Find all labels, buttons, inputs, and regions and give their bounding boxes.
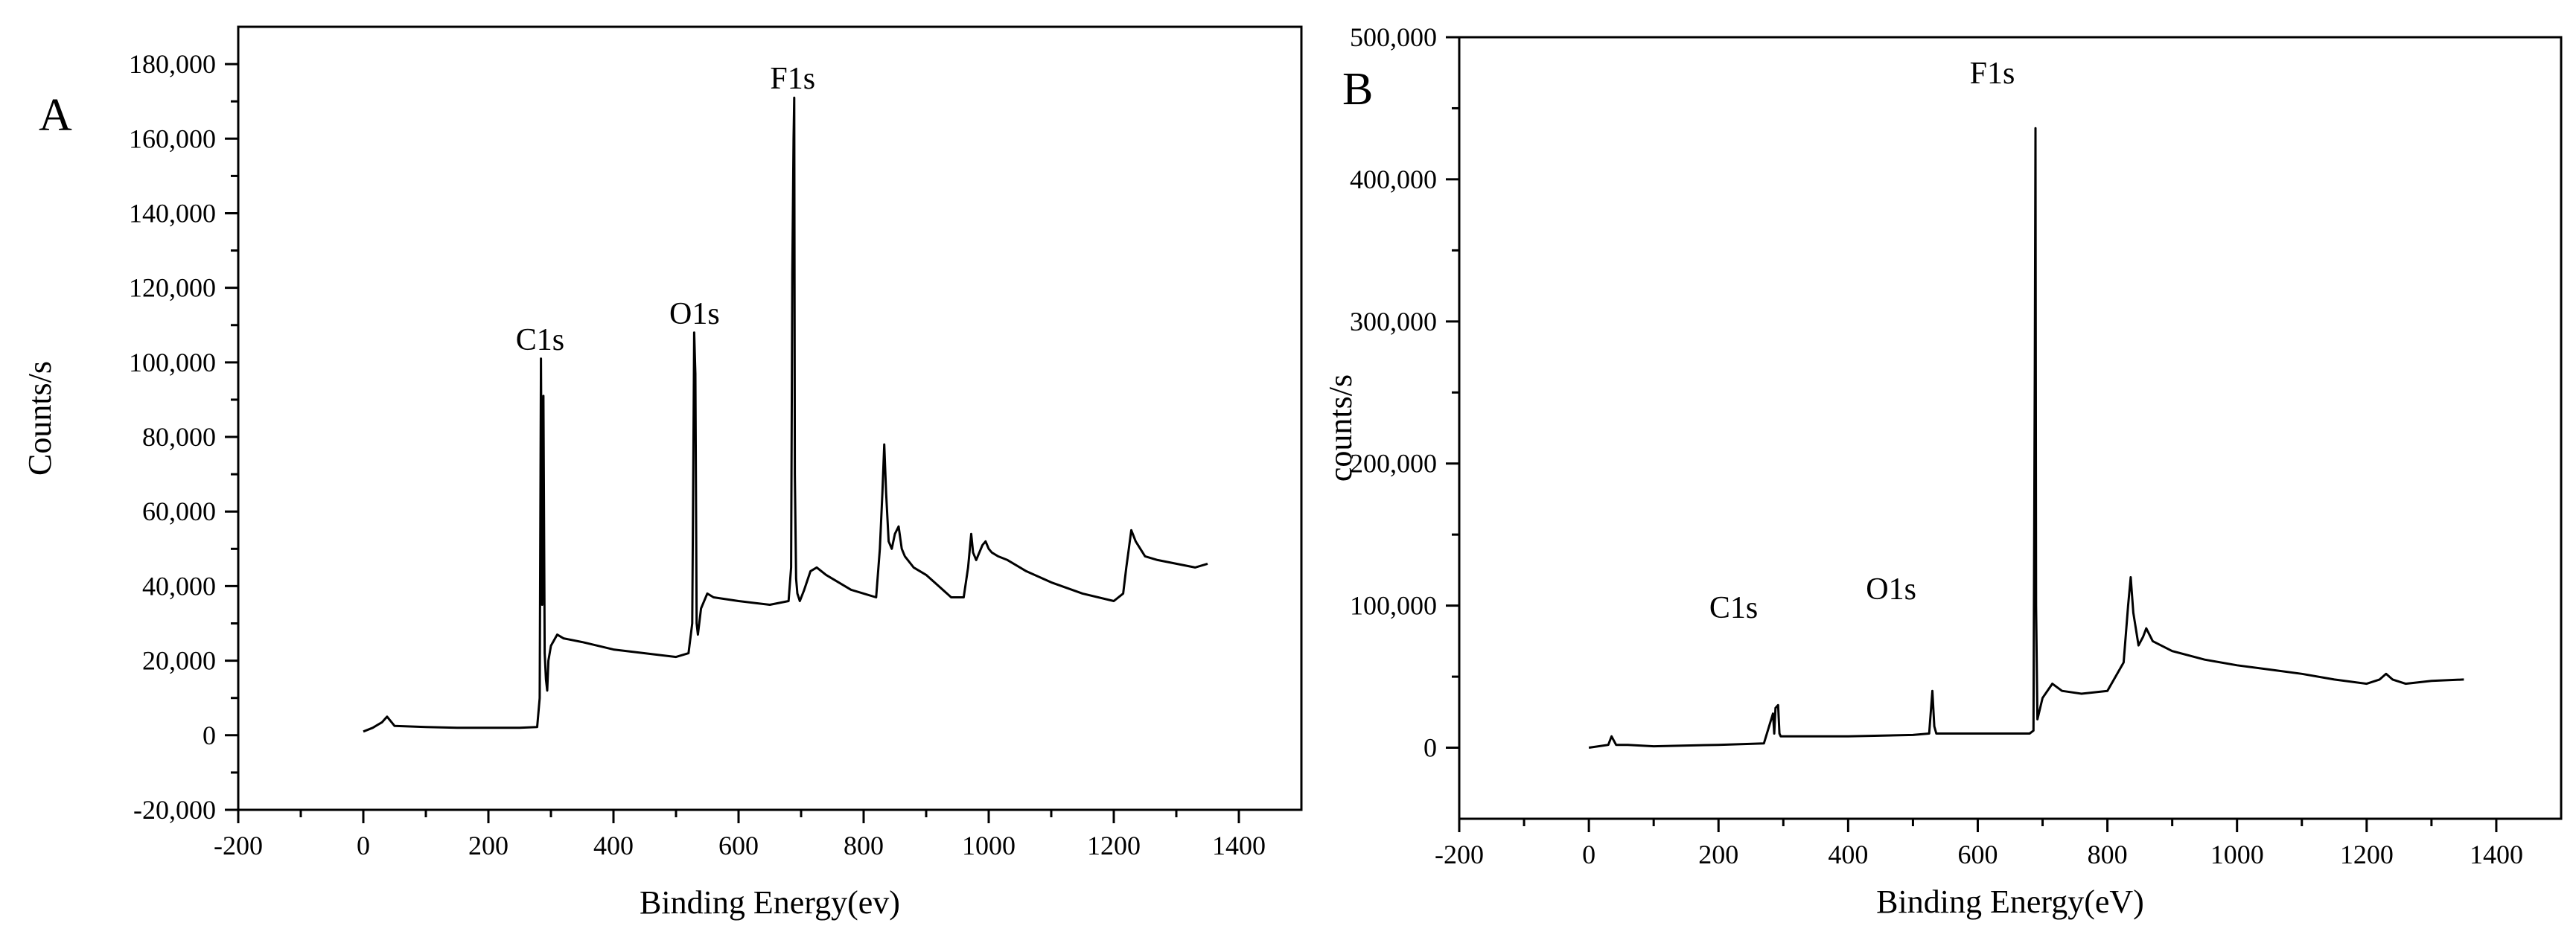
y-tick-label: 60,000 bbox=[142, 496, 216, 526]
y-tick-label: 160,000 bbox=[129, 124, 216, 153]
x-tick-label: 1000 bbox=[962, 831, 1016, 860]
x-tick-label: 1400 bbox=[1212, 831, 1266, 860]
x-tick-label: 600 bbox=[1957, 840, 1998, 869]
x-tick-label: 400 bbox=[593, 831, 634, 860]
x-tick-label: 1400 bbox=[2470, 840, 2523, 869]
y-tick-label: 100,000 bbox=[1350, 591, 1437, 621]
y-tick-label: 100,000 bbox=[129, 348, 216, 377]
y-axis-title: Counts/s bbox=[22, 361, 58, 476]
spectrum-line bbox=[1588, 127, 2464, 749]
y-tick-label: 40,000 bbox=[142, 571, 216, 601]
panel-a-chart: A -200 0 200 400 600 800 1000 1200 1400 -20,000 0 20… bbox=[22, 25, 1303, 921]
x-tick-label: -200 bbox=[1435, 840, 1484, 869]
x-tick-label: 0 bbox=[1582, 840, 1595, 869]
x-tick-label: 800 bbox=[2088, 840, 2128, 869]
peak-label: O1s bbox=[669, 297, 720, 331]
y-tick-label: 80,000 bbox=[142, 422, 216, 452]
spectrum-line bbox=[363, 96, 1208, 733]
panel-letter: B bbox=[1342, 64, 1373, 115]
y-tick-label: 0 bbox=[1424, 733, 1437, 763]
x-tick-label: 1200 bbox=[1087, 831, 1141, 860]
x-tick-label: 400 bbox=[1828, 840, 1868, 869]
plot-frame bbox=[1458, 36, 2563, 820]
y-tick-label: 500,000 bbox=[1350, 22, 1437, 52]
peak-label: O1s bbox=[1866, 572, 1916, 607]
peak-label: C1s bbox=[1709, 591, 1758, 625]
y-tick-label: 200,000 bbox=[1350, 449, 1437, 479]
x-tick-label: 1000 bbox=[2210, 840, 2264, 869]
y-tick-label: 180,000 bbox=[129, 49, 216, 79]
y-tick-label: 20,000 bbox=[142, 646, 216, 676]
y-axis-title: counts/s bbox=[1322, 374, 1359, 482]
peak-label: F1s bbox=[1970, 57, 2015, 91]
peak-label: F1s bbox=[770, 62, 815, 96]
y-tick-label: 300,000 bbox=[1350, 307, 1437, 336]
x-tick-label: 800 bbox=[844, 831, 884, 860]
y-tick-label: 0 bbox=[203, 721, 216, 750]
panel-letter: A bbox=[39, 90, 72, 141]
x-tick-label: 200 bbox=[468, 831, 508, 860]
x-axis-title: Binding Energy(ev) bbox=[640, 884, 900, 921]
plot-frame bbox=[237, 25, 1303, 811]
y-tick-label: 120,000 bbox=[129, 273, 216, 303]
y-tick-label: 140,000 bbox=[129, 198, 216, 228]
y-tick-label: 400,000 bbox=[1350, 164, 1437, 194]
panel-b-chart: B -200 0 200 400 600 800 1000 1200 1400 0 100,000 20… bbox=[1322, 22, 2563, 920]
x-tick-label: 0 bbox=[357, 831, 370, 860]
x-tick-label: 1200 bbox=[2340, 840, 2394, 869]
peak-label: C1s bbox=[516, 323, 564, 357]
x-axis-title: Binding Energy(eV) bbox=[1876, 884, 2144, 920]
x-tick-label: 600 bbox=[718, 831, 759, 860]
x-tick-label: -200 bbox=[214, 831, 263, 860]
y-tick-label: -20,000 bbox=[133, 795, 216, 825]
x-tick-label: 200 bbox=[1698, 840, 1738, 869]
